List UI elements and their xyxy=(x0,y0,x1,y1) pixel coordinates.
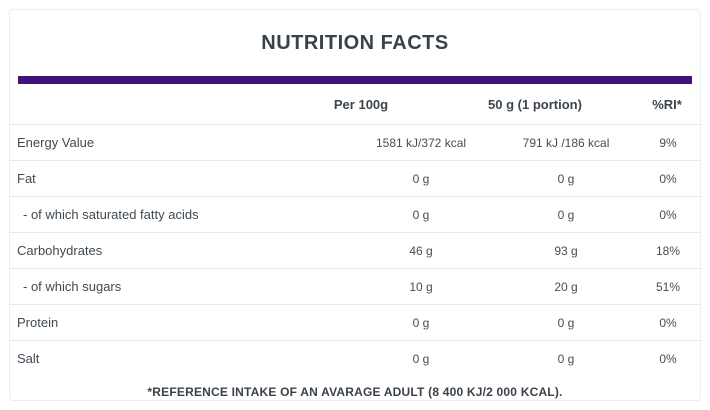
page-title: NUTRITION FACTS xyxy=(261,32,449,54)
value-per-100g: 46 g xyxy=(409,243,433,258)
value-per-100g: 0 g xyxy=(412,315,430,330)
table-row-sugars: - of which sugars 10 g 20 g 51% xyxy=(10,269,700,305)
reference-intake-footnote: *REFERENCE INTAKE OF AN AVARAGE ADULT (8… xyxy=(147,385,563,399)
value-per-100g: 0 g xyxy=(412,171,430,186)
row-label: - of which saturated fatty acids xyxy=(23,207,199,222)
value-per-100g: 0 g xyxy=(412,207,430,222)
row-label: Energy Value xyxy=(17,135,95,150)
column-header-per-100g: Per 100g xyxy=(333,96,389,112)
row-label: Carbohydrates xyxy=(17,243,103,258)
nutrition-facts-card: NUTRITION FACTS Per 100g 50 g (1 portion… xyxy=(9,9,701,401)
table-body: Energy Value 1581 kJ/372 kcal 791 kJ /18… xyxy=(10,125,700,376)
table-row-energy-value: Energy Value 1581 kJ/372 kcal 791 kJ /18… xyxy=(10,125,700,161)
value-per-portion: 0 g xyxy=(557,351,575,366)
value-per-portion: 791 kJ /186 kcal xyxy=(522,135,610,150)
value-ri: 0% xyxy=(659,207,677,222)
value-per-portion: 20 g xyxy=(554,279,578,294)
value-ri: 18% xyxy=(655,243,681,258)
row-label: Salt xyxy=(17,351,40,366)
value-per-portion: 0 g xyxy=(557,207,575,222)
table-row-fat: Fat 0 g 0 g 0% xyxy=(10,161,700,197)
table-row-salt: Salt 0 g 0 g 0% xyxy=(10,341,700,376)
value-ri: 9% xyxy=(659,135,677,150)
table-header-row: Per 100g 50 g (1 portion) %RI* xyxy=(10,84,700,125)
row-label: Fat xyxy=(17,171,36,186)
value-per-portion: 0 g xyxy=(557,171,575,186)
column-header-portion: 50 g (1 portion) xyxy=(488,96,582,112)
value-per-portion: 0 g xyxy=(557,315,575,330)
value-ri: 0% xyxy=(659,171,677,186)
value-per-100g: 1581 kJ/372 kcal xyxy=(375,135,467,150)
value-per-portion: 93 g xyxy=(554,243,578,258)
row-label: Protein xyxy=(17,315,59,330)
value-per-100g: 0 g xyxy=(412,351,430,366)
value-ri: 0% xyxy=(659,315,677,330)
row-label: - of which sugars xyxy=(23,279,122,294)
table-row-protein: Protein 0 g 0 g 0% xyxy=(10,305,700,341)
title-divider-bar xyxy=(18,76,692,84)
table-row-saturated-fatty-acids: - of which saturated fatty acids 0 g 0 g… xyxy=(10,197,700,233)
table-row-carbohydrates: Carbohydrates 46 g 93 g 18% xyxy=(10,233,700,269)
value-per-100g: 10 g xyxy=(409,279,433,294)
value-ri: 51% xyxy=(655,279,681,294)
value-ri: 0% xyxy=(659,351,677,366)
column-header-ri: %RI* xyxy=(652,96,682,112)
